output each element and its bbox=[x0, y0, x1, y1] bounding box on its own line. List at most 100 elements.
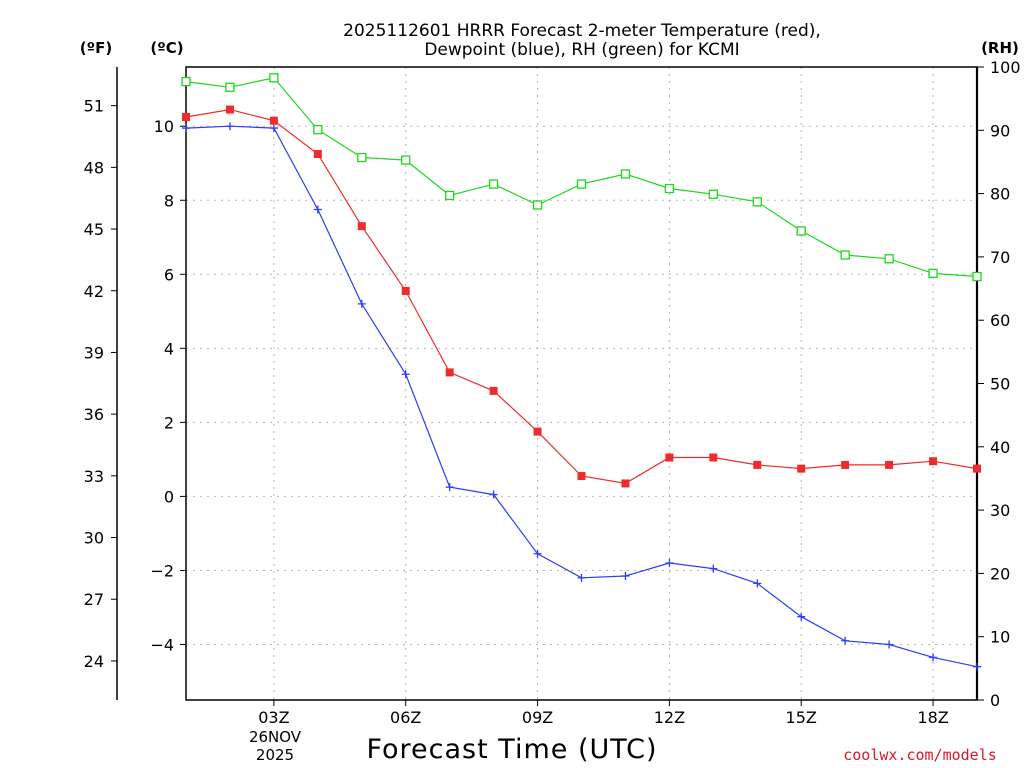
fahrenheit-unit-label: (ºF) bbox=[80, 39, 112, 57]
watermark-text: coolwx.com/models bbox=[843, 746, 997, 764]
x-tick-label: 09Z bbox=[522, 708, 553, 727]
dewpoint-point bbox=[929, 653, 938, 662]
temperature-point bbox=[357, 222, 366, 231]
fahrenheit-tick-label: 51 bbox=[84, 97, 104, 116]
rh-point bbox=[488, 179, 499, 189]
temperature-point bbox=[533, 427, 542, 436]
rh-point bbox=[752, 197, 762, 207]
temperature-point bbox=[929, 457, 938, 466]
rh-tick-label: 30 bbox=[990, 501, 1010, 520]
dewpoint-point bbox=[225, 122, 234, 131]
temperature-point bbox=[973, 464, 981, 473]
temperature-point bbox=[577, 472, 586, 481]
temperature-point bbox=[709, 453, 718, 462]
celsius-tick-label: 10 bbox=[154, 117, 174, 136]
rh-unit-label: (RH) bbox=[981, 39, 1019, 57]
rh-tick-label: 10 bbox=[990, 628, 1010, 647]
rh-tick-label: 100 bbox=[990, 58, 1021, 77]
temperature-point bbox=[225, 105, 234, 114]
dewpoint-series bbox=[182, 122, 981, 671]
rh-tick-label: 80 bbox=[990, 185, 1010, 204]
rh-point bbox=[445, 190, 455, 201]
fahrenheit-tick-label: 30 bbox=[84, 529, 104, 548]
fahrenheit-tick-label: 39 bbox=[84, 343, 104, 362]
fahrenheit-tick-label: 45 bbox=[84, 220, 104, 239]
fahrenheit-tick-label: 48 bbox=[84, 158, 104, 177]
rh-point bbox=[708, 189, 718, 199]
dewpoint-point bbox=[401, 370, 410, 379]
rh-point bbox=[928, 268, 938, 279]
temperature-point bbox=[841, 460, 850, 469]
dewpoint-point bbox=[621, 571, 630, 580]
temperature-point bbox=[797, 464, 806, 473]
rh-point bbox=[532, 200, 543, 210]
temperature-point bbox=[401, 286, 410, 295]
temperature-point bbox=[489, 386, 498, 395]
dewpoint-point bbox=[753, 579, 762, 588]
dewpoint-point bbox=[841, 636, 850, 645]
fahrenheit-tick-label: 42 bbox=[84, 282, 104, 301]
rh-tick-label: 0 bbox=[990, 691, 1000, 710]
dewpoint-point bbox=[709, 564, 718, 573]
chart-title-line2: Dewpoint (blue), RH (green) for KCMI bbox=[424, 40, 739, 60]
chart-title-line1: 2025112601 HRRR Forecast 2-meter Tempera… bbox=[343, 21, 821, 41]
dewpoint-point bbox=[533, 549, 542, 558]
dewpoint-point bbox=[665, 559, 674, 568]
dewpoint-point bbox=[445, 483, 454, 492]
celsius-tick-label: 0 bbox=[164, 487, 174, 506]
x-tick-label: 12Z bbox=[654, 708, 685, 727]
celsius-tick-label: 2 bbox=[164, 413, 174, 432]
dewpoint-point bbox=[269, 124, 278, 133]
dewpoint-point bbox=[577, 573, 586, 582]
rh-point bbox=[357, 152, 367, 163]
fahrenheit-tick-label: 36 bbox=[84, 405, 104, 424]
temperature-point bbox=[621, 479, 630, 488]
rh-series bbox=[181, 73, 982, 282]
temperature-point bbox=[885, 460, 894, 469]
dewpoint-point bbox=[313, 205, 322, 214]
temperature-point bbox=[269, 116, 278, 125]
rh-point bbox=[664, 183, 675, 194]
celsius-tick-label: 8 bbox=[164, 191, 174, 210]
temperature-point bbox=[445, 368, 454, 377]
x-tick-label: 18Z bbox=[917, 708, 948, 727]
dewpoint-point bbox=[489, 490, 498, 499]
x-tick-label: 03Z bbox=[258, 708, 289, 727]
dewpoint-point bbox=[182, 124, 190, 133]
x-tick-label: 06Z bbox=[390, 708, 421, 727]
dewpoint-point bbox=[357, 299, 366, 308]
rh-tick-label: 50 bbox=[990, 375, 1010, 394]
celsius-tick-label: 4 bbox=[164, 339, 174, 358]
rh-point bbox=[401, 155, 411, 165]
rh-point bbox=[972, 271, 982, 282]
rh-point bbox=[620, 169, 631, 179]
rh-tick-label: 90 bbox=[990, 121, 1010, 140]
temperature-point bbox=[313, 149, 322, 158]
rh-tick-label: 60 bbox=[990, 311, 1010, 330]
temperature-point bbox=[753, 460, 762, 469]
x-tick-label: 15Z bbox=[786, 708, 817, 727]
temperature-point bbox=[182, 112, 190, 121]
date-label-day: 26NOV bbox=[249, 728, 302, 746]
x-axis-title: Forecast Time (UTC) bbox=[366, 734, 657, 765]
fahrenheit-tick-label: 33 bbox=[84, 467, 104, 486]
data-series bbox=[181, 73, 982, 671]
rh-point bbox=[796, 226, 806, 236]
fahrenheit-tick-label: 24 bbox=[84, 652, 104, 671]
celsius-tick-label: 6 bbox=[164, 265, 174, 284]
rh-tick-label: 70 bbox=[990, 248, 1010, 267]
date-label-year: 2025 bbox=[256, 746, 294, 764]
rh-point bbox=[884, 254, 894, 264]
rh-point bbox=[181, 76, 191, 87]
celsius-unit-label: (ºC) bbox=[150, 39, 183, 57]
fahrenheit-tick-label: 27 bbox=[84, 590, 104, 609]
rh-point bbox=[313, 125, 323, 135]
rh-tick-label: 40 bbox=[990, 438, 1010, 457]
rh-point bbox=[576, 179, 587, 189]
rh-point bbox=[269, 73, 279, 83]
celsius-tick-label: −4 bbox=[150, 635, 174, 654]
rh-point bbox=[840, 250, 850, 260]
